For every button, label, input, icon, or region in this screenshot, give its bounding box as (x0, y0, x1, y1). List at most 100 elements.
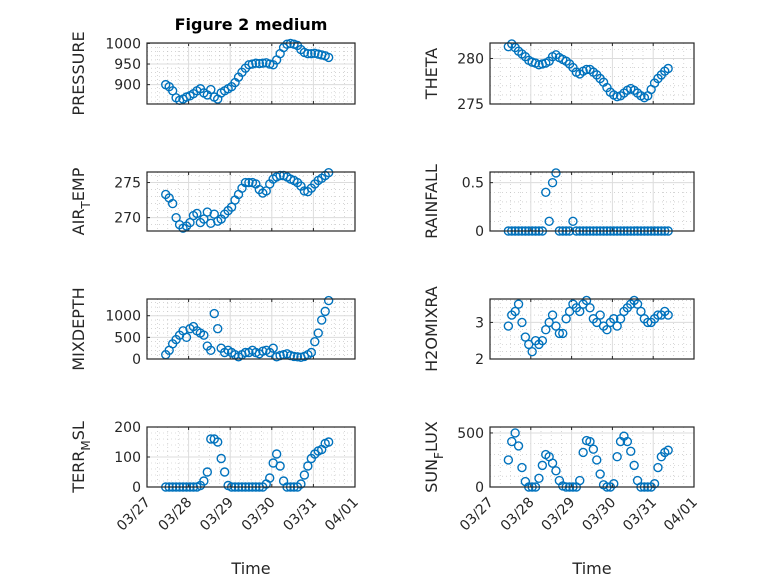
data-point (265, 59, 275, 69)
data-point (206, 84, 216, 95)
y-label-main: TERR (69, 451, 88, 494)
axes-box (146, 298, 356, 360)
data-point (534, 473, 544, 484)
data-point (575, 306, 585, 317)
data-point (602, 325, 612, 335)
y-axis-label: AIRTEMP (69, 167, 93, 235)
data-point (626, 446, 636, 457)
axes-background (147, 43, 355, 104)
y-axis-label: SUNFLUX (422, 421, 446, 493)
y-label-rest: EMP (69, 167, 88, 201)
data-point (251, 58, 261, 68)
data-point (609, 479, 619, 489)
y-label-main: AIR (69, 209, 88, 236)
data-point (323, 168, 334, 178)
x-axis-label: Time (571, 559, 611, 578)
data-point (537, 460, 548, 471)
y-label-subscript: F (432, 452, 446, 459)
y-label-main: MIXDEPTH (69, 287, 88, 370)
y-label-rest: SL (69, 421, 88, 440)
data-point (268, 343, 278, 353)
y-tick-label: 950 (114, 57, 141, 73)
y-tick-label: 500 (114, 330, 141, 346)
axes-background (490, 299, 694, 359)
data-point (503, 321, 514, 331)
data-point (547, 310, 558, 320)
y-axis-label: PRESSURE (69, 31, 88, 115)
data-point (595, 310, 605, 320)
subplot-pressure: 900 950 1000 PRESSURE (69, 31, 356, 116)
axes-box (146, 426, 356, 488)
data-point (551, 321, 561, 331)
data-point (271, 449, 282, 459)
data-point (323, 295, 334, 306)
data-point (303, 461, 313, 471)
axes-box (489, 426, 695, 488)
data-point (265, 473, 275, 483)
data-point (313, 49, 323, 59)
y-tick-label: 0 (475, 480, 484, 496)
data-point (551, 168, 561, 178)
subplot-air_temp: 270 275 AIRTEMP (69, 167, 356, 235)
data-point (609, 314, 619, 324)
data-point (595, 469, 605, 479)
axes-box (146, 42, 356, 105)
x-axis-label: Time (230, 559, 270, 578)
data-point (213, 437, 223, 447)
data-point (202, 467, 213, 477)
y-tick-label: 0 (475, 224, 484, 240)
data-point (653, 462, 663, 473)
data-point (317, 315, 327, 325)
data-point (551, 466, 561, 476)
data-point (296, 479, 306, 489)
data-point (575, 475, 585, 486)
data-point (313, 328, 323, 338)
y-tick-label: 2 (475, 352, 484, 368)
y-label-main: PRESSURE (69, 31, 88, 115)
data-point (568, 216, 578, 227)
y-axis-label: TERRMSL (69, 421, 93, 494)
data-point (547, 177, 558, 188)
data-point (510, 428, 520, 438)
data-point (192, 208, 202, 219)
data-point (213, 323, 223, 334)
data-point (181, 332, 192, 343)
data-point (254, 58, 265, 69)
axes-box (146, 171, 356, 232)
axes-box (489, 298, 695, 360)
data-point (527, 346, 537, 357)
y-tick-label: 100 (114, 450, 141, 466)
y-tick-label: 0 (132, 352, 141, 368)
data-point (592, 455, 602, 465)
y-label-main: THETA (422, 48, 441, 100)
data-point (206, 345, 216, 356)
data-point (585, 303, 595, 313)
y-tick-label: 275 (114, 176, 141, 192)
y-axis-label: H2OMIXRA (422, 286, 441, 372)
data-point (303, 49, 313, 59)
data-point (578, 447, 588, 458)
y-label-subscript: T (79, 201, 93, 210)
data-point (282, 39, 292, 49)
data-point (323, 437, 334, 447)
axes-box (489, 42, 695, 105)
data-point (503, 455, 514, 465)
data-point (588, 444, 599, 454)
data-point (247, 59, 258, 69)
subplot-h2omixra: 2 3 H2OMIXRA (422, 286, 695, 372)
data-point (244, 177, 254, 188)
data-point (289, 351, 299, 362)
axes-box (489, 171, 695, 232)
data-point (615, 314, 626, 324)
y-label-subscript: M (79, 440, 93, 450)
data-point (663, 63, 673, 74)
data-point (561, 314, 571, 324)
axes-background (490, 427, 694, 487)
data-point (517, 462, 527, 473)
data-point (209, 308, 219, 319)
data-point (520, 332, 531, 342)
data-point (216, 453, 226, 464)
data-point (199, 476, 209, 486)
y-axis-label: RAINFALL (422, 164, 441, 239)
data-point (240, 177, 251, 188)
